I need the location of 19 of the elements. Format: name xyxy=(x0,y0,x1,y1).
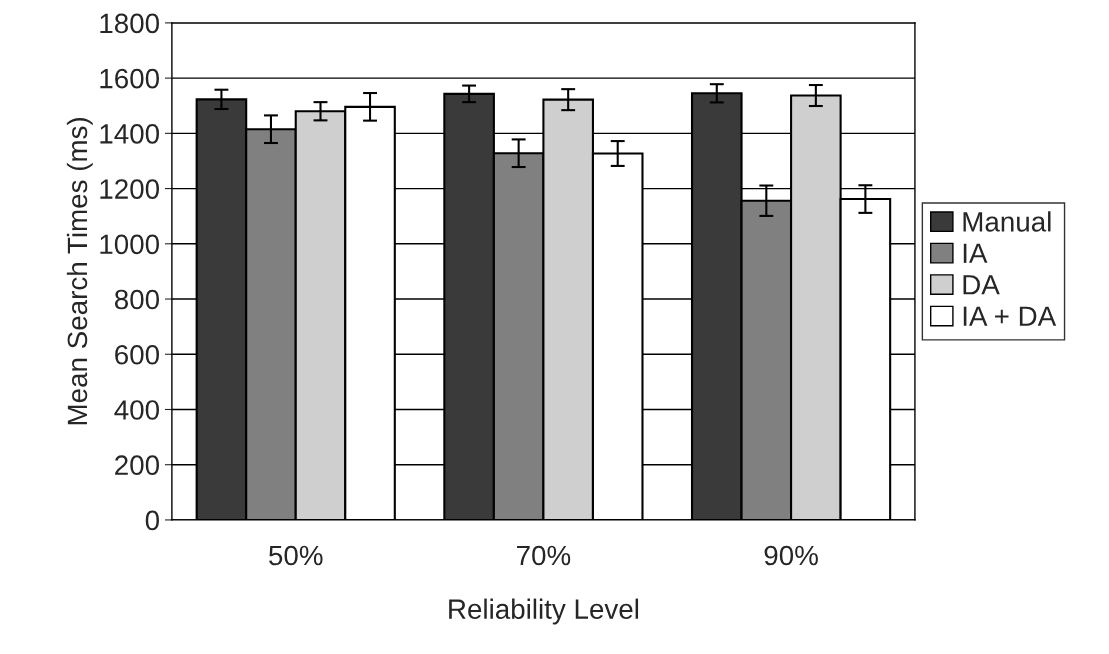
y-tick-label: 800 xyxy=(114,289,160,310)
y-tick-label: 1000 xyxy=(100,234,160,255)
y-tick-label: 1600 xyxy=(100,68,160,89)
y-tick-label: 0 xyxy=(145,510,159,531)
legend-label: IA xyxy=(963,243,988,263)
y-tick-label: 1400 xyxy=(100,124,160,144)
y-tick-label: 1800 xyxy=(100,13,160,34)
legend-label: IA + DA xyxy=(963,306,1057,326)
y-tick-label: 600 xyxy=(115,344,160,365)
y-axis-title: Mean Search Times (ms) xyxy=(66,117,93,425)
x-axis-title: Reliability Level xyxy=(449,598,639,625)
y-tick-label: 400 xyxy=(114,400,160,420)
x-tick-label: 90% xyxy=(764,545,818,566)
y-tick-label: 200 xyxy=(115,455,160,476)
legend-label: Manual xyxy=(963,211,1051,232)
y-tick-label: 1200 xyxy=(100,179,160,199)
legend-label: DA xyxy=(963,275,1000,295)
x-tick-label: 70% xyxy=(517,545,571,566)
x-tick-label: 50% xyxy=(269,545,323,566)
